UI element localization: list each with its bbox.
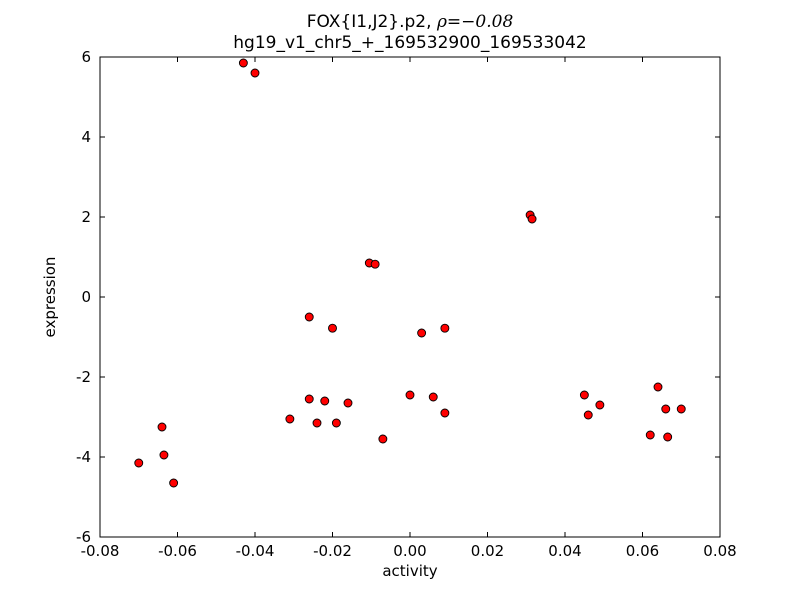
- y-tick-labels: -6 -4 -2 0 2 4 6: [76, 48, 91, 546]
- data-point: [169, 478, 179, 488]
- x-tick-label: 0.06: [626, 542, 659, 560]
- data-point: [250, 68, 260, 78]
- y-tick-label: -6: [76, 528, 91, 546]
- data-point: [579, 390, 589, 400]
- data-point: [320, 396, 330, 406]
- data-point: [440, 323, 450, 333]
- data-point: [653, 382, 663, 392]
- data-point: [343, 398, 353, 408]
- data-point: [661, 404, 671, 414]
- x-tick-label: -0.08: [81, 542, 120, 560]
- data-point: [304, 394, 314, 404]
- chart-title-rho: ρ=−0.08: [436, 12, 514, 32]
- data-point: [328, 323, 337, 333]
- x-tick-label: 0.00: [393, 542, 426, 560]
- y-axis-label: expression: [41, 257, 59, 338]
- y-tick-label: 6: [81, 48, 91, 66]
- x-tick-label: 0.04: [548, 542, 581, 560]
- y-tick-label: 4: [81, 128, 91, 146]
- x-tick-label: -0.04: [236, 542, 275, 560]
- data-point: [312, 418, 322, 428]
- data-point: [238, 58, 248, 68]
- x-tick-label: -0.06: [158, 542, 197, 560]
- data-point: [285, 414, 295, 424]
- plot-frame: [99, 56, 721, 538]
- data-point: [405, 390, 415, 400]
- y-tick-label: -2: [76, 368, 91, 386]
- data-points: [134, 58, 686, 488]
- x-axis-label: activity: [382, 562, 437, 580]
- chart-title: FOX{I1,J2}.p2, ρ=−0.08: [307, 12, 514, 32]
- y-tick-label: 2: [81, 208, 91, 226]
- data-point: [134, 458, 144, 468]
- y-tick-label: 0: [81, 288, 91, 306]
- data-point: [378, 434, 388, 444]
- data-point: [417, 328, 427, 338]
- tick-marks: [99, 56, 721, 538]
- x-tick-label: -0.02: [313, 542, 352, 560]
- chart-title-text: FOX{I1,J2}.p2,: [307, 12, 437, 32]
- data-point: [370, 259, 380, 269]
- data-point: [440, 408, 450, 418]
- chart-subtitle: hg19_v1_chr5_+_169532900_169533042: [233, 33, 586, 53]
- data-point: [645, 430, 655, 440]
- data-point: [428, 392, 438, 402]
- data-point: [676, 404, 686, 414]
- data-point: [663, 432, 673, 442]
- data-point: [527, 214, 537, 224]
- x-tick-labels: -0.08 -0.06 -0.04 -0.02 0.00 0.02 0.04 0.06 0.08: [81, 542, 737, 560]
- x-tick-label: 0.02: [471, 542, 504, 560]
- data-point: [159, 450, 169, 460]
- data-point: [331, 418, 341, 428]
- data-point: [157, 422, 167, 432]
- data-point: [595, 400, 605, 410]
- x-tick-label: 0.08: [703, 542, 736, 560]
- y-tick-label: -4: [76, 448, 91, 466]
- data-point: [304, 312, 314, 322]
- data-point: [583, 410, 593, 420]
